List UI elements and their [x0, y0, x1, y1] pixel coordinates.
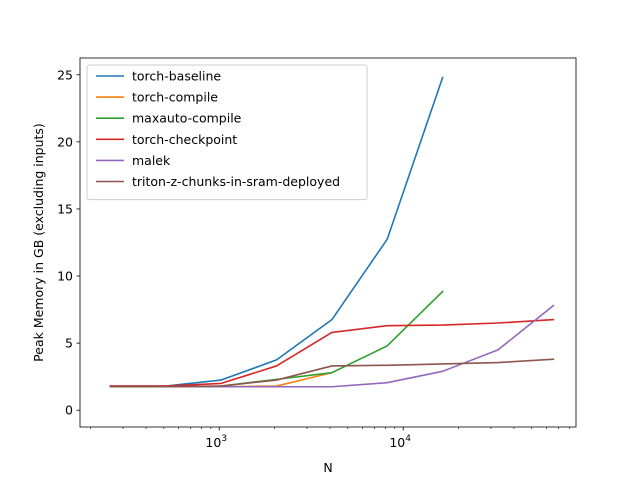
- series-line-torch-checkpoint: [109, 318, 555, 387]
- legend-label: maxauto-compile: [132, 111, 242, 126]
- x-tick-exponent: 3: [221, 434, 227, 444]
- x-axis-ticks: 103 104: [90, 427, 570, 450]
- series-layer: [109, 76, 555, 388]
- legend-label: torch-checkpoint: [132, 132, 237, 147]
- x-tick-base: 10: [389, 435, 405, 450]
- y-tick-label: 10: [57, 269, 73, 284]
- legend-label: malek: [132, 153, 171, 168]
- y-axis-label: Peak Memory in GB (excluding inputs): [31, 123, 46, 362]
- y-tick-label: 0: [65, 403, 73, 418]
- x-tick-base: 10: [205, 435, 221, 450]
- legend-box: [86, 64, 368, 201]
- series-line-triton-z-chunks-in-sram-deployed: [109, 358, 555, 388]
- x-tick-label: 103: [205, 434, 227, 450]
- axes-frame: [79, 57, 577, 428]
- legend-label: torch-compile: [132, 90, 218, 105]
- legend-label: torch-baseline: [132, 69, 221, 84]
- legend-label: triton-z-chunks-in-sram-deployed: [132, 174, 340, 189]
- y-tick-label: 20: [57, 134, 73, 149]
- y-tick-label: 25: [57, 67, 73, 82]
- x-axis-label: N: [323, 460, 332, 475]
- x-tick-exponent: 4: [405, 434, 411, 444]
- legend: torch-baseline torch-compile maxauto-compi…: [86, 64, 368, 201]
- y-axis-ticks: 0 5 10 15 20 25: [57, 67, 80, 418]
- x-tick-label: 104: [389, 434, 411, 450]
- y-tick-label: 5: [65, 336, 73, 351]
- y-tick-label: 15: [57, 201, 73, 216]
